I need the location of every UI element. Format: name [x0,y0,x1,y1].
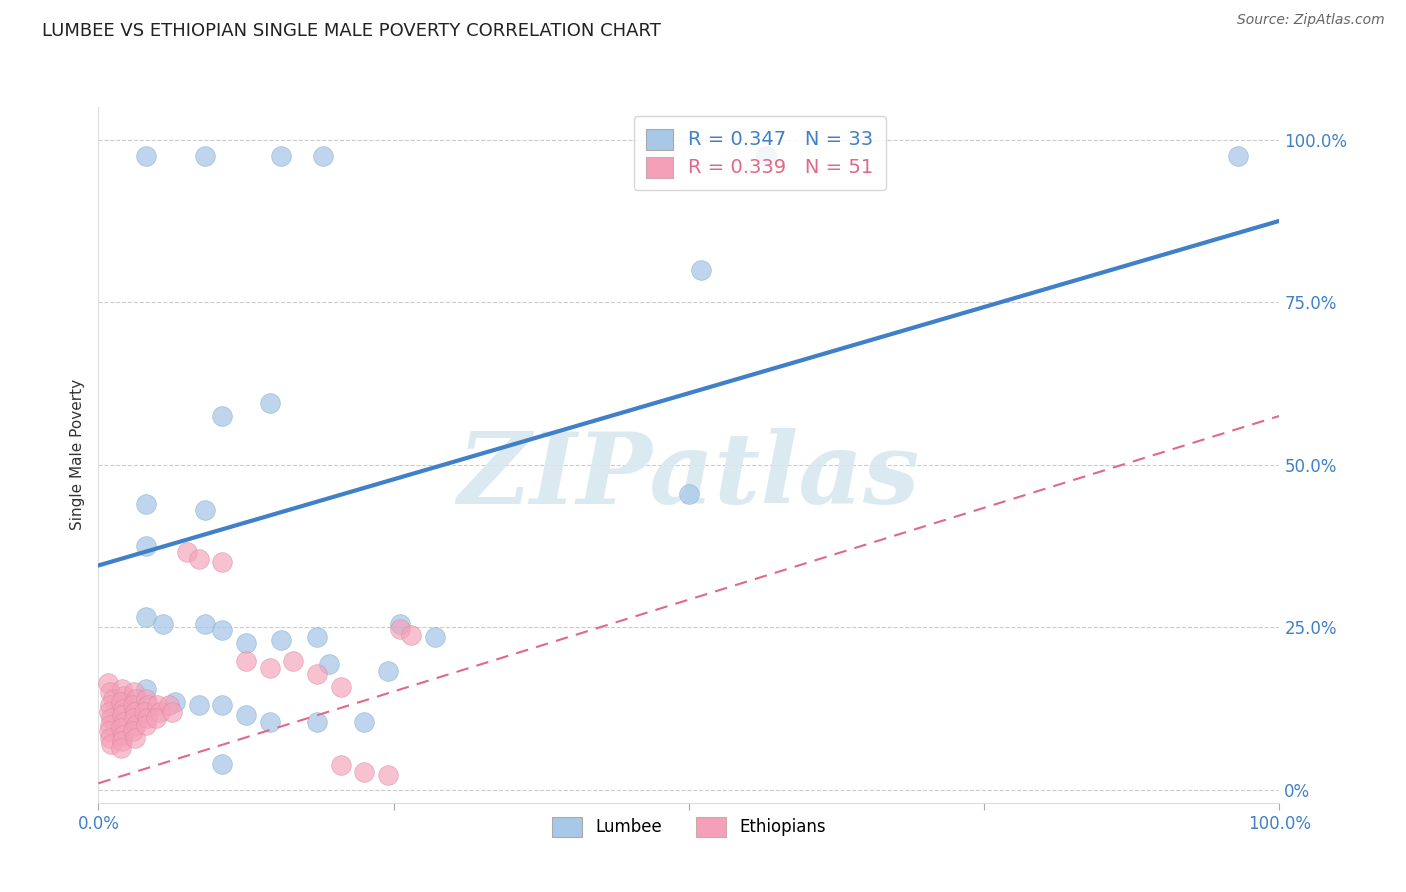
Point [111,681,134,696]
Point [112,701,135,715]
Point [401,628,423,642]
Point [259,396,281,410]
Point [211,756,233,771]
Point [145,711,167,725]
Point [135,497,157,511]
Point [135,149,157,163]
Point [388,622,411,636]
Point [194,149,217,163]
Point [101,691,124,706]
Point [305,667,328,681]
Text: ZIPatlas: ZIPatlas [458,427,920,524]
Point [388,617,411,632]
Point [149,705,172,719]
Point [353,714,375,729]
Point [122,711,145,725]
Point [211,555,233,569]
Text: Source: ZipAtlas.com: Source: ZipAtlas.com [1237,13,1385,28]
Point [124,705,146,719]
Point [235,708,257,723]
Point [125,718,148,732]
Point [755,149,778,163]
Point [318,657,340,672]
Point [187,698,209,713]
Point [98,698,121,713]
Point [235,636,257,650]
Point [152,617,174,632]
Point [98,685,121,699]
Point [377,768,399,782]
Point [97,675,120,690]
Point [160,705,183,719]
Point [112,689,135,703]
Point [122,685,145,699]
Point [135,681,157,696]
Point [270,149,292,163]
Point [121,724,143,739]
Point [112,714,135,729]
Point [305,630,328,644]
Point [125,691,148,706]
Point [135,718,157,732]
Point [134,705,156,719]
Point [329,758,352,772]
Point [377,664,399,678]
Point [305,714,328,729]
Point [176,545,198,559]
Point [235,654,257,668]
Point [259,714,281,729]
Point [110,695,132,709]
Point [135,610,157,624]
Y-axis label: Single Male Poverty: Single Male Poverty [70,379,86,531]
Point [112,727,135,741]
Text: LUMBEE VS ETHIOPIAN SINGLE MALE POVERTY CORRELATION CHART: LUMBEE VS ETHIOPIAN SINGLE MALE POVERTY … [42,22,661,40]
Point [329,680,352,694]
Point [353,764,375,779]
Point [98,705,121,719]
Point [165,695,187,709]
Point [135,539,157,553]
Point [194,617,217,632]
Point [187,552,209,566]
Point [110,740,132,755]
Point [194,503,217,517]
Point [146,698,169,713]
Point [270,633,292,648]
Point [211,624,233,638]
Point [121,698,143,713]
Point [135,711,157,725]
Point [157,698,180,713]
Point [678,487,700,501]
Point [98,731,121,745]
Point [211,698,233,713]
Point [98,724,121,739]
Point [312,149,335,163]
Point [135,691,157,706]
Point [259,660,281,674]
Point [124,731,146,745]
Point [1227,149,1250,163]
Point [98,718,121,732]
Legend: Lumbee, Ethiopians: Lumbee, Ethiopians [546,811,832,843]
Point [423,630,446,644]
Point [283,654,305,668]
Point [211,409,233,423]
Point [136,698,159,713]
Point [689,262,711,277]
Point [111,708,134,723]
Point [111,734,134,748]
Point [110,721,132,735]
Point [100,737,122,751]
Point [100,711,122,725]
